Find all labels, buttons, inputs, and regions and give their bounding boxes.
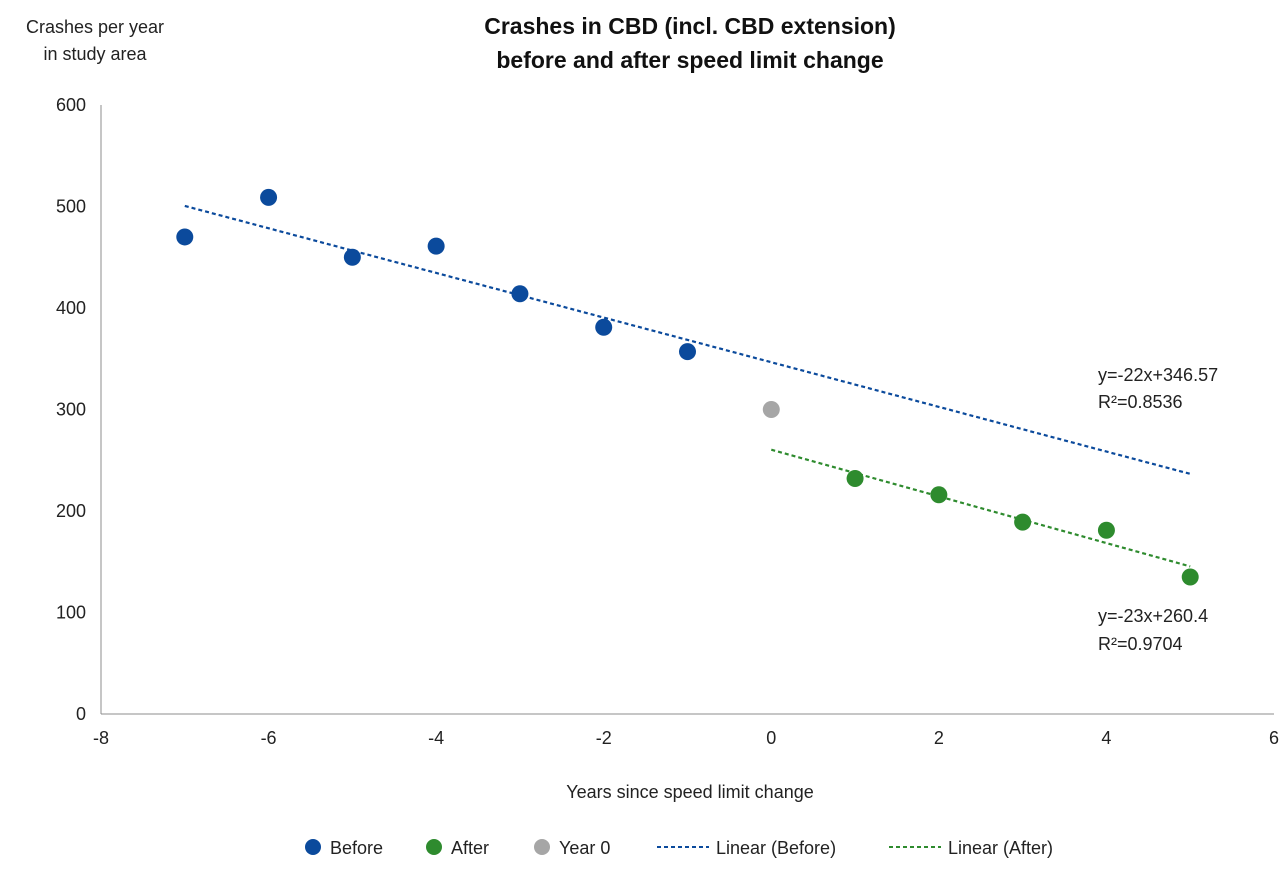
x-tick-label: 4 [1101, 728, 1111, 748]
y-tick-label: 400 [56, 298, 86, 318]
data-point-before [343, 248, 361, 266]
trendline-after-equation: y=-23x+260.4 [1098, 606, 1208, 626]
y-tick-label: 300 [56, 400, 86, 420]
trendline-before-r-squared: R²=0.8536 [1098, 392, 1183, 412]
x-tick-labels: -8 -6 -4 -2 0 2 4 6 [93, 728, 1279, 748]
data-point-before [511, 285, 529, 303]
trendline-after-r-squared: R²=0.9704 [1098, 634, 1183, 654]
data-point-before [427, 237, 445, 255]
data-point-after [930, 486, 948, 504]
x-tick-label: 6 [1269, 728, 1279, 748]
y-axis-label-line-1: Crashes per year [26, 17, 164, 37]
legend-label-before: Before [330, 838, 383, 858]
y-tick-label: 200 [56, 501, 86, 521]
x-axis-label: Years since speed limit change [566, 782, 813, 802]
data-point-before [679, 343, 696, 361]
y-tick-label: 0 [76, 704, 86, 724]
legend-label-year-0: Year 0 [559, 838, 610, 858]
x-tick-label: 2 [934, 728, 944, 748]
trendline-before [184, 204, 1191, 475]
x-tick-label: -4 [428, 728, 444, 748]
x-tick-label: -2 [596, 728, 612, 748]
data-point-after [1097, 521, 1115, 539]
y-tick-label: 100 [56, 603, 86, 623]
y-tick-label: 600 [56, 95, 86, 115]
trendline-after [770, 448, 1191, 568]
y-tick-label: 500 [56, 197, 86, 217]
chart-title-line-2: before and after speed limit change [496, 47, 883, 73]
data-point-before [176, 228, 194, 246]
data-point-before [260, 188, 278, 206]
legend-label-after: After [451, 838, 489, 858]
data-point-before [595, 318, 613, 336]
legend-label-linear-after: Linear (After) [948, 838, 1053, 858]
chart-title-line-1: Crashes in CBD (incl. CBD extension) [484, 13, 896, 39]
data-point-after [1014, 513, 1032, 531]
y-tick-labels: 0 100 200 300 400 500 600 [56, 95, 86, 724]
data-points [176, 188, 1199, 586]
legend-marker-year-0 [534, 839, 550, 855]
legend: Before After Year 0 Linear (Before) Line… [305, 838, 1053, 858]
legend-label-linear-before: Linear (Before) [716, 838, 836, 858]
x-tick-label: 0 [766, 728, 776, 748]
legend-marker-before [305, 839, 321, 855]
trendline-before-equation: y=-22x+346.57 [1098, 365, 1218, 385]
data-point-after [1181, 568, 1199, 586]
x-tick-label: -6 [261, 728, 277, 748]
y-axis-label-line-2: in study area [43, 44, 147, 64]
data-point-year-0 [762, 401, 780, 418]
data-point-after [846, 470, 864, 488]
x-tick-label: -8 [93, 728, 109, 748]
trendlines [184, 204, 1191, 568]
legend-marker-after [426, 839, 442, 855]
